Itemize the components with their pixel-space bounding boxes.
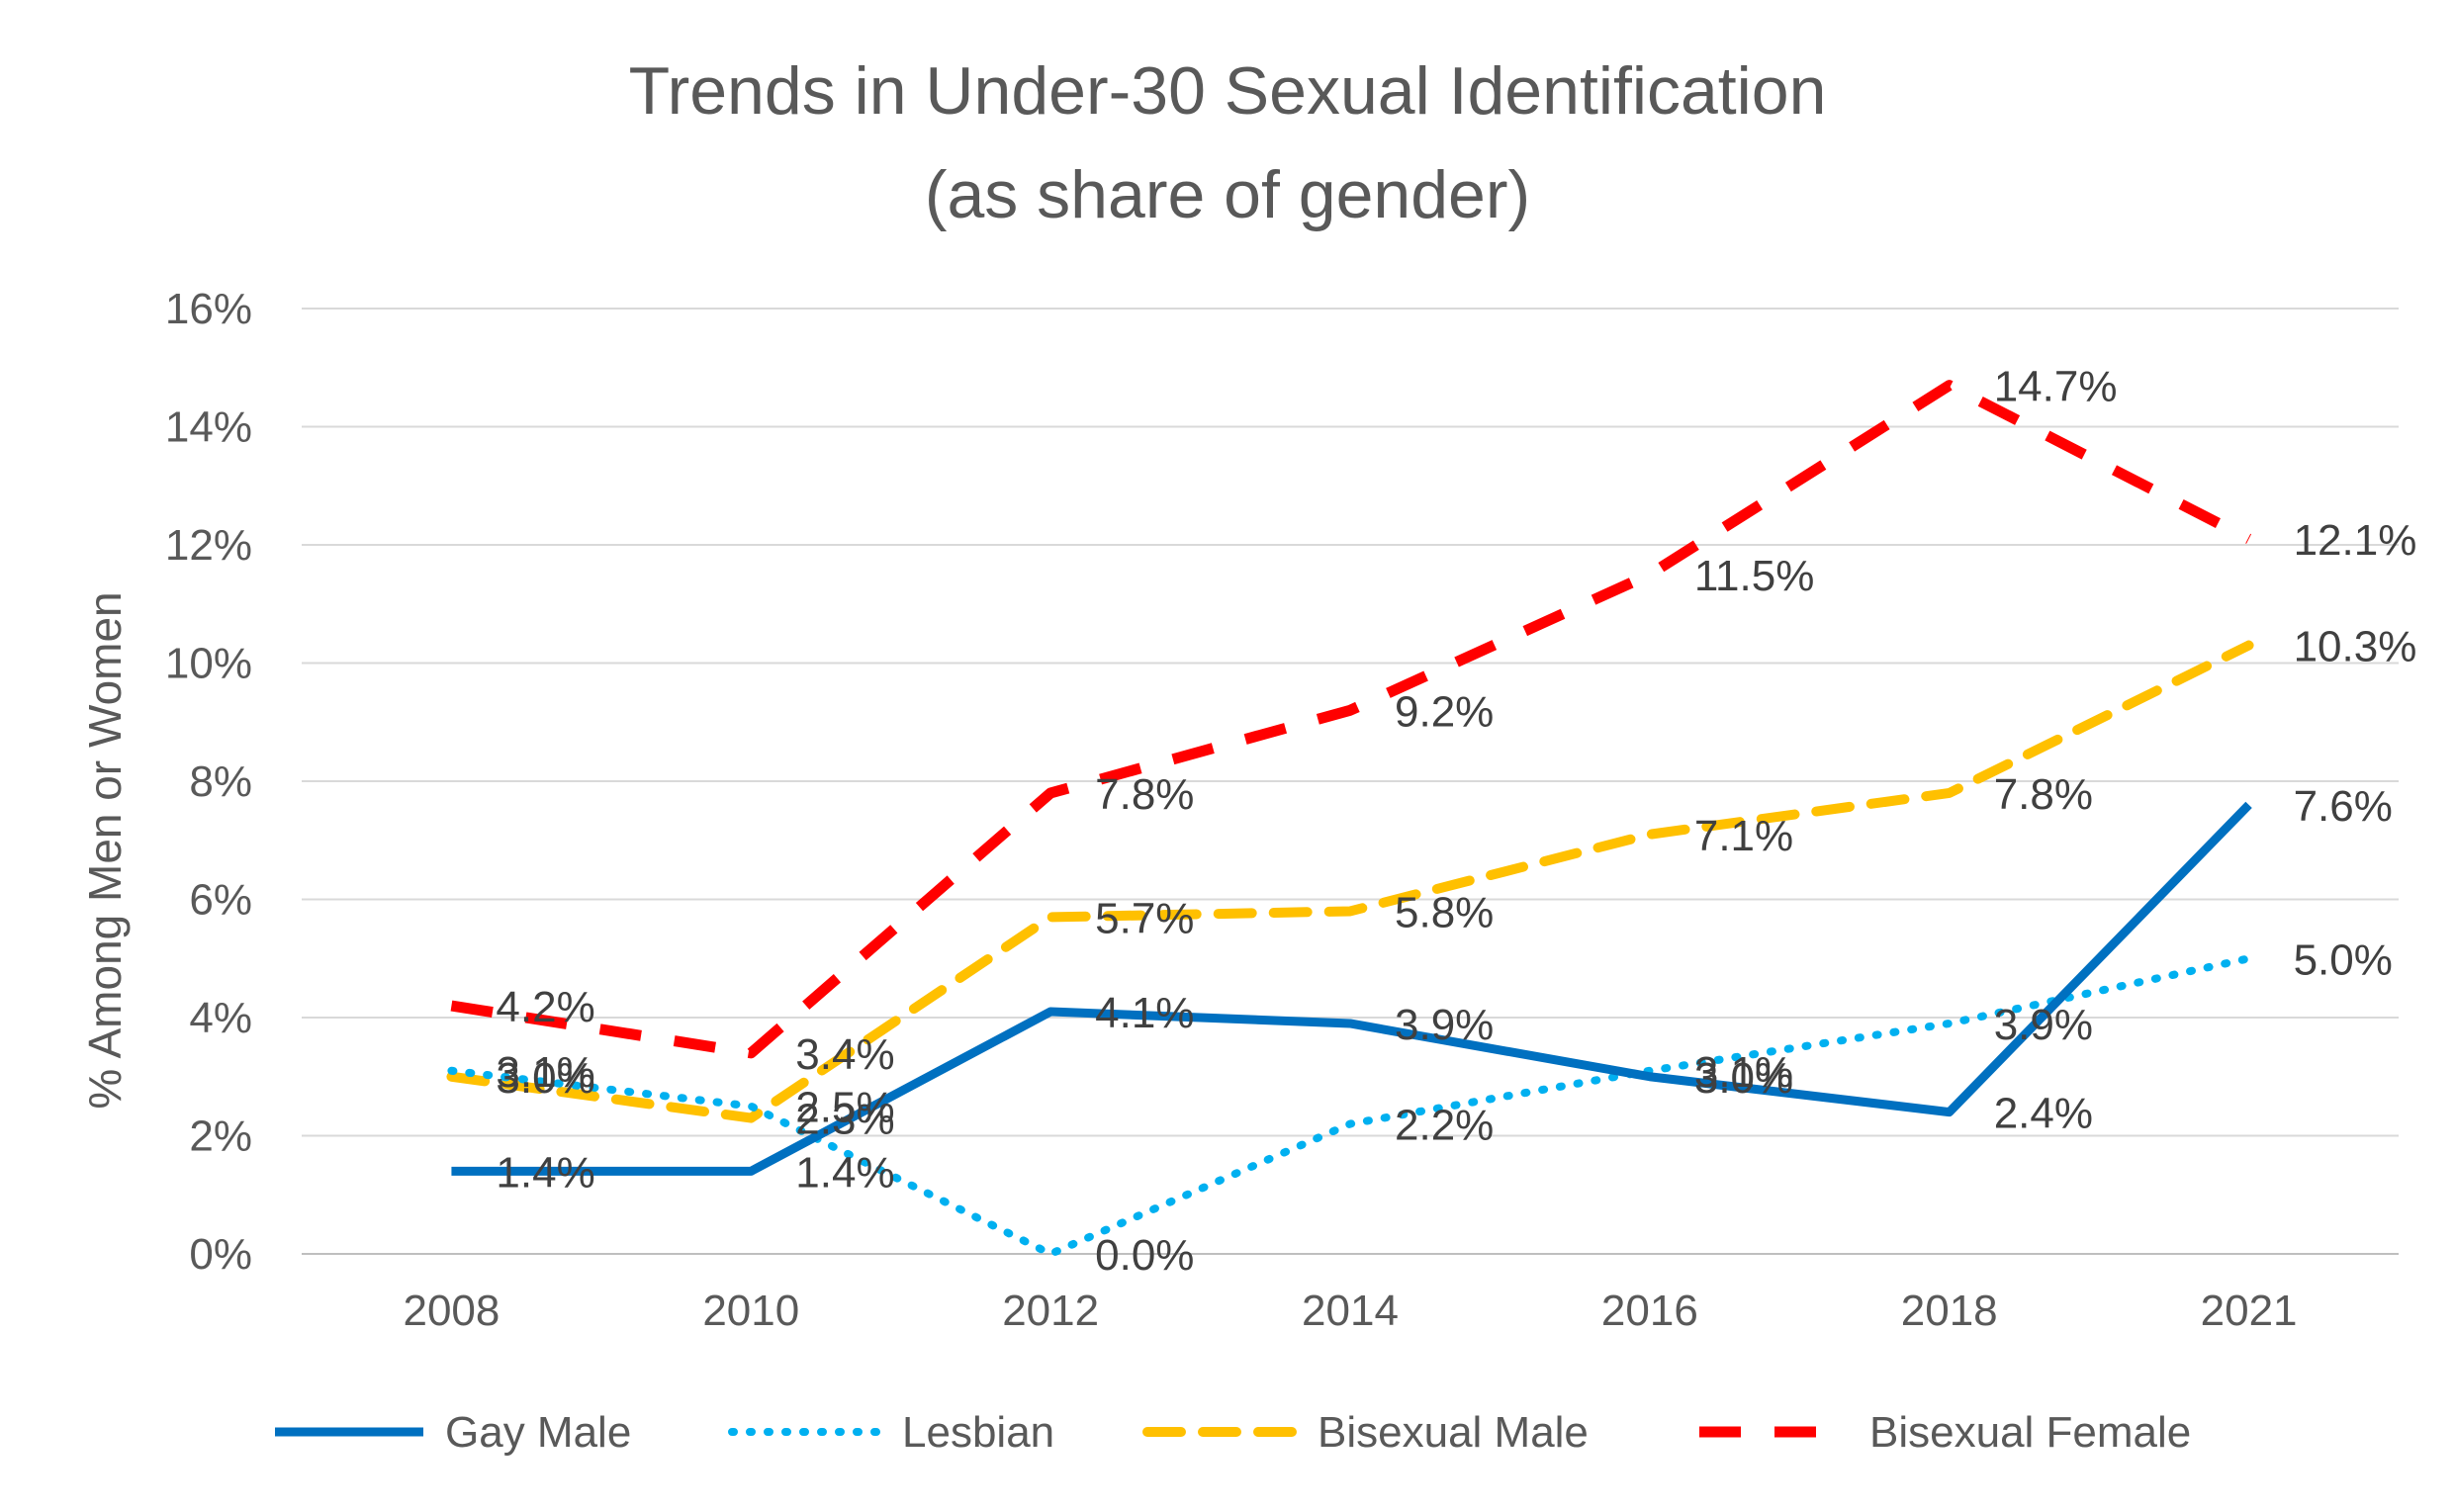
data-label: 3.1% bbox=[1694, 1048, 1793, 1097]
data-label: 2.3% bbox=[795, 1096, 894, 1144]
y-tick-label: 0% bbox=[189, 1230, 252, 1279]
legend-label: Bisexual Male bbox=[1318, 1408, 1589, 1457]
y-tick-label: 12% bbox=[165, 521, 252, 570]
x-tick-label: 2016 bbox=[1601, 1287, 1698, 1335]
data-label: 5.0% bbox=[2294, 935, 2393, 984]
x-tick-label: 2008 bbox=[403, 1287, 500, 1335]
legend-label: Gay Male bbox=[445, 1408, 631, 1457]
data-label: 0.0% bbox=[1095, 1231, 1194, 1280]
data-label: 5.7% bbox=[1095, 894, 1194, 942]
series-line-bisexual-female bbox=[450, 380, 2252, 1059]
data-label: 3.0% bbox=[496, 1054, 594, 1103]
data-label: 10.3% bbox=[2294, 623, 2417, 671]
data-labels: 1.4% 1.4% 4.1% 3.9% 3.0% 2.4% 7.6% 3.1% 2.5% 0.0%… bbox=[496, 363, 2416, 1280]
series-lines bbox=[446, 380, 2254, 1258]
data-label: 4.2% bbox=[496, 983, 594, 1031]
data-label: 7.8% bbox=[1994, 770, 2093, 819]
y-tick-label: 6% bbox=[189, 876, 252, 925]
y-tick-label: 16% bbox=[165, 285, 252, 333]
legend-label: Lesbian bbox=[902, 1408, 1054, 1457]
legend-label: Bisexual Female bbox=[1869, 1408, 2191, 1457]
chart-subtitle: (as share of gender) bbox=[925, 157, 1530, 232]
x-tick-label: 2014 bbox=[1302, 1287, 1399, 1335]
y-tick-label: 8% bbox=[189, 757, 252, 806]
data-label: 12.1% bbox=[2294, 516, 2417, 565]
series-line-lesbian bbox=[447, 954, 2253, 1258]
data-label: 2.5% bbox=[795, 1084, 894, 1132]
data-label: 2.2% bbox=[1395, 1102, 1494, 1150]
series-line-gay-male bbox=[451, 801, 2252, 1176]
y-axis-label: % Among Men or Women bbox=[79, 591, 131, 1109]
gridlines bbox=[302, 308, 2399, 1255]
y-tick-label: 14% bbox=[165, 403, 252, 452]
data-label: 3.1% bbox=[496, 1048, 594, 1097]
data-label: 9.2% bbox=[1395, 687, 1494, 736]
data-label: 1.4% bbox=[496, 1148, 594, 1197]
data-label: 4.1% bbox=[1095, 989, 1194, 1037]
y-axis-ticks: 0% 2% 4% 6% 8% 10% 12% 14% 16% bbox=[165, 285, 252, 1279]
series-line-bisexual-male bbox=[446, 640, 2254, 1123]
data-label: 5.8% bbox=[1395, 888, 1494, 936]
data-label: 2.4% bbox=[1994, 1090, 2093, 1138]
x-tick-label: 2012 bbox=[1002, 1287, 1099, 1335]
data-label: 7.1% bbox=[1694, 812, 1793, 860]
x-tick-label: 2018 bbox=[1901, 1287, 1998, 1335]
x-tick-label: 2010 bbox=[702, 1287, 799, 1335]
x-axis-ticks: 2008 2010 2012 2014 2016 2018 2021 bbox=[403, 1287, 2297, 1335]
data-label: 7.6% bbox=[2294, 782, 2393, 831]
data-label: 3.0% bbox=[1694, 1054, 1793, 1103]
data-label: 14.7% bbox=[1994, 363, 2118, 411]
data-label: 3.4% bbox=[795, 1030, 894, 1079]
data-label: 1.4% bbox=[795, 1148, 894, 1197]
data-label: 7.8% bbox=[1095, 770, 1194, 819]
legend: Gay Male Lesbian Bisexual Male Bisexual Fem… bbox=[275, 1408, 2191, 1457]
chart-title: Trends in Under-30 Sexual Identification bbox=[629, 53, 1827, 129]
data-label: 3.9% bbox=[1994, 1001, 2093, 1049]
y-tick-label: 4% bbox=[189, 994, 252, 1042]
x-tick-label: 2021 bbox=[2201, 1287, 2298, 1335]
data-label: 11.5% bbox=[1694, 552, 1815, 600]
y-tick-label: 2% bbox=[189, 1112, 252, 1161]
y-tick-label: 10% bbox=[165, 640, 252, 688]
data-label: 3.9% bbox=[1395, 1001, 1494, 1049]
